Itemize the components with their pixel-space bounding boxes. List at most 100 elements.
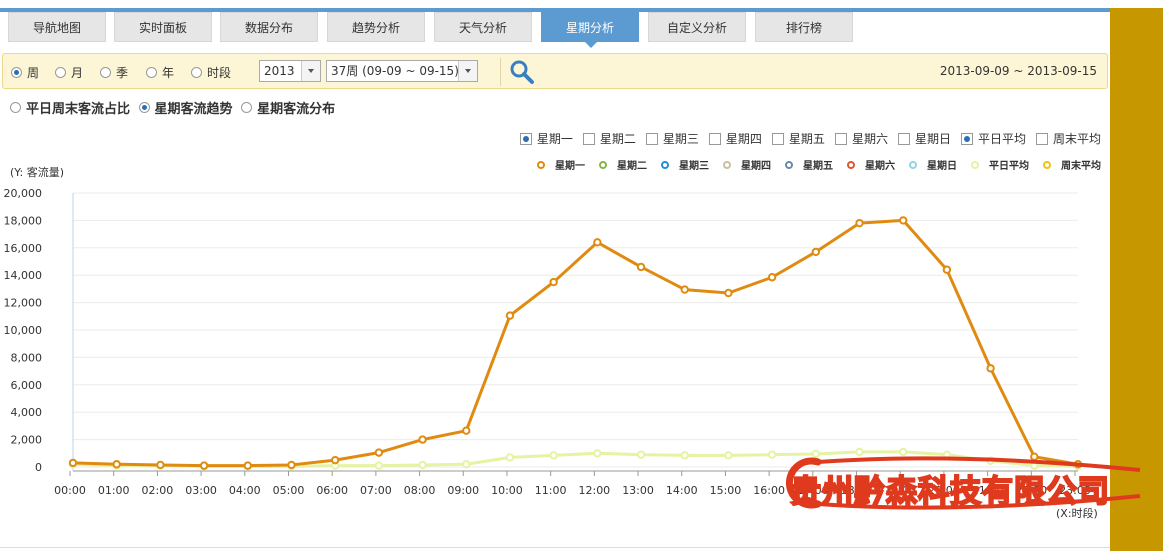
period-week-option[interactable]: 周 [11,64,39,81]
data-point [855,218,864,228]
data-point [374,448,384,457]
series-checkbox[interactable] [771,132,784,145]
company-watermark: 贵州黔森科技有限公司 [760,448,1160,518]
series-toggle-label: 星期一 [536,132,573,146]
x-tick-label: 04:00 [229,484,261,497]
x-tick-label: 11:00 [535,484,567,497]
mode-weekday-trend[interactable]: 星期客流趋势 [138,98,233,117]
series-checkbox[interactable] [645,132,658,145]
series-toggle-5[interactable]: 星期六 [834,130,888,147]
legend-label: 星期二 [617,161,647,172]
legend-item-2[interactable]: 星期三 [661,157,709,172]
right-side-band [1110,8,1163,551]
legend-marker [847,160,855,169]
legend-marker [1043,160,1051,169]
period-quarter-option[interactable]: 季 [100,64,128,81]
x-tick-label: 02:00 [142,484,174,497]
series-toggle-1[interactable]: 星期二 [582,130,636,147]
series-checkbox[interactable] [960,132,973,145]
period-year-radio[interactable] [146,67,157,78]
mode-trend-radio[interactable] [138,102,150,113]
data-point [767,273,777,282]
legend-item-3[interactable]: 星期四 [723,157,771,172]
series-checkbox[interactable] [1035,132,1048,145]
search-icon[interactable] [509,59,535,85]
date-range-text: 2013-09-09 ~ 2013-09-15 [939,64,1097,78]
period-quarter-label: 季 [116,66,129,80]
active-tab-caret [584,41,598,48]
tab-weekday-analysis-label: 星期分析 [565,21,614,35]
period-week-radio[interactable] [11,67,22,78]
data-point [636,262,646,272]
x-tick-label: 19:00 [884,484,916,497]
watermark-ring-icon [785,456,1141,510]
x-tick-label: 09:00 [447,484,479,497]
tab-data-distribution[interactable]: 数据分布 [220,12,318,42]
legend-marker [537,160,545,169]
legend-label: 星期三 [679,161,709,172]
series-checkbox[interactable] [582,132,595,145]
x-tick-label: 12:00 [578,484,610,497]
data-point [636,450,646,459]
mode-distribution-radio[interactable] [241,102,253,113]
period-quarter-radio[interactable] [100,67,111,78]
data-point [899,216,908,225]
x-tick-label: 13:00 [622,484,654,497]
mode-weekday-weekend-ratio[interactable]: 平日周末客流占比 [10,98,130,117]
period-year-option[interactable]: 年 [146,64,174,81]
legend-item-5[interactable]: 星期六 [847,157,895,172]
y-tick-label: 4,000 [11,406,43,419]
chevron-down-icon[interactable] [301,61,320,81]
year-select[interactable]: 2013 [259,60,321,82]
series-checkbox[interactable] [708,132,721,145]
period-month-radio[interactable] [55,67,66,78]
chart-legend: 星期一 星期二 星期三 星期四 星期五 星期六 星期日 平日平均 周末平均 [523,157,1101,172]
period-month-label: 月 [71,66,84,80]
tab-custom-analysis[interactable]: 自定义分析 [648,12,746,42]
series-toggle-label: 星期二 [599,132,636,146]
legend-item-7[interactable]: 平日平均 [971,157,1029,172]
x-tick-label: 07:00 [360,484,392,497]
tab-weather-analysis[interactable]: 天气分析 [434,12,532,42]
tab-ranking[interactable]: 排行榜 [755,12,853,42]
tab-realtime-panel[interactable]: 实时面板 [114,12,212,42]
tab-weekday-analysis[interactable]: 星期分析 [541,12,639,48]
period-timeslot-radio[interactable] [191,67,202,78]
legend-item-8[interactable]: 周末平均 [1043,157,1101,172]
x-tick-label: 22:00 [1015,484,1047,497]
series-toggle-3[interactable]: 星期四 [708,130,762,147]
tab-nav-map[interactable]: 导航地图 [8,12,106,42]
legend-item-4[interactable]: 星期五 [785,157,833,172]
series-toggle-2[interactable]: 星期三 [645,130,699,147]
mode-ratio-label: 平日周末客流占比 [26,102,131,117]
mode-ratio-radio[interactable] [10,102,21,113]
period-timeslot-label: 时段 [207,66,232,80]
y-tick-label: 14,000 [4,269,43,282]
data-point [942,265,952,274]
legend-item-6[interactable]: 星期日 [909,157,957,172]
series-toggle-8[interactable]: 周末平均 [1035,130,1101,147]
legend-marker [785,160,793,169]
data-point [593,449,602,458]
mode-distribution-label: 星期客流分布 [257,102,336,117]
series-checkbox[interactable] [519,132,532,145]
mode-weekday-distribution[interactable]: 星期客流分布 [241,98,335,117]
week-select[interactable]: 37周 (09-09 ~ 09-15) [326,60,478,82]
legend-item-1[interactable]: 星期二 [599,157,647,172]
series-checkbox[interactable] [834,132,847,145]
series-toggle-0[interactable]: 星期一 [519,130,573,147]
series-toggle-7[interactable]: 平日平均 [960,130,1026,147]
chevron-down-icon[interactable] [458,61,477,81]
legend-marker [723,160,731,169]
series-checkbox[interactable] [897,132,910,145]
series-toggle-6[interactable]: 星期日 [897,130,951,147]
legend-item-0[interactable]: 星期一 [537,157,585,172]
x-tick-label: 15:00 [710,484,742,497]
period-timeslot-option[interactable]: 时段 [191,64,231,81]
tab-trend-analysis[interactable]: 趋势分析 [327,12,425,42]
period-month-option[interactable]: 月 [55,64,83,81]
series-toggle-4[interactable]: 星期五 [771,130,825,147]
y-tick-label: 6,000 [11,379,43,392]
period-year-label: 年 [162,66,175,80]
legend-label: 星期一 [555,161,585,172]
